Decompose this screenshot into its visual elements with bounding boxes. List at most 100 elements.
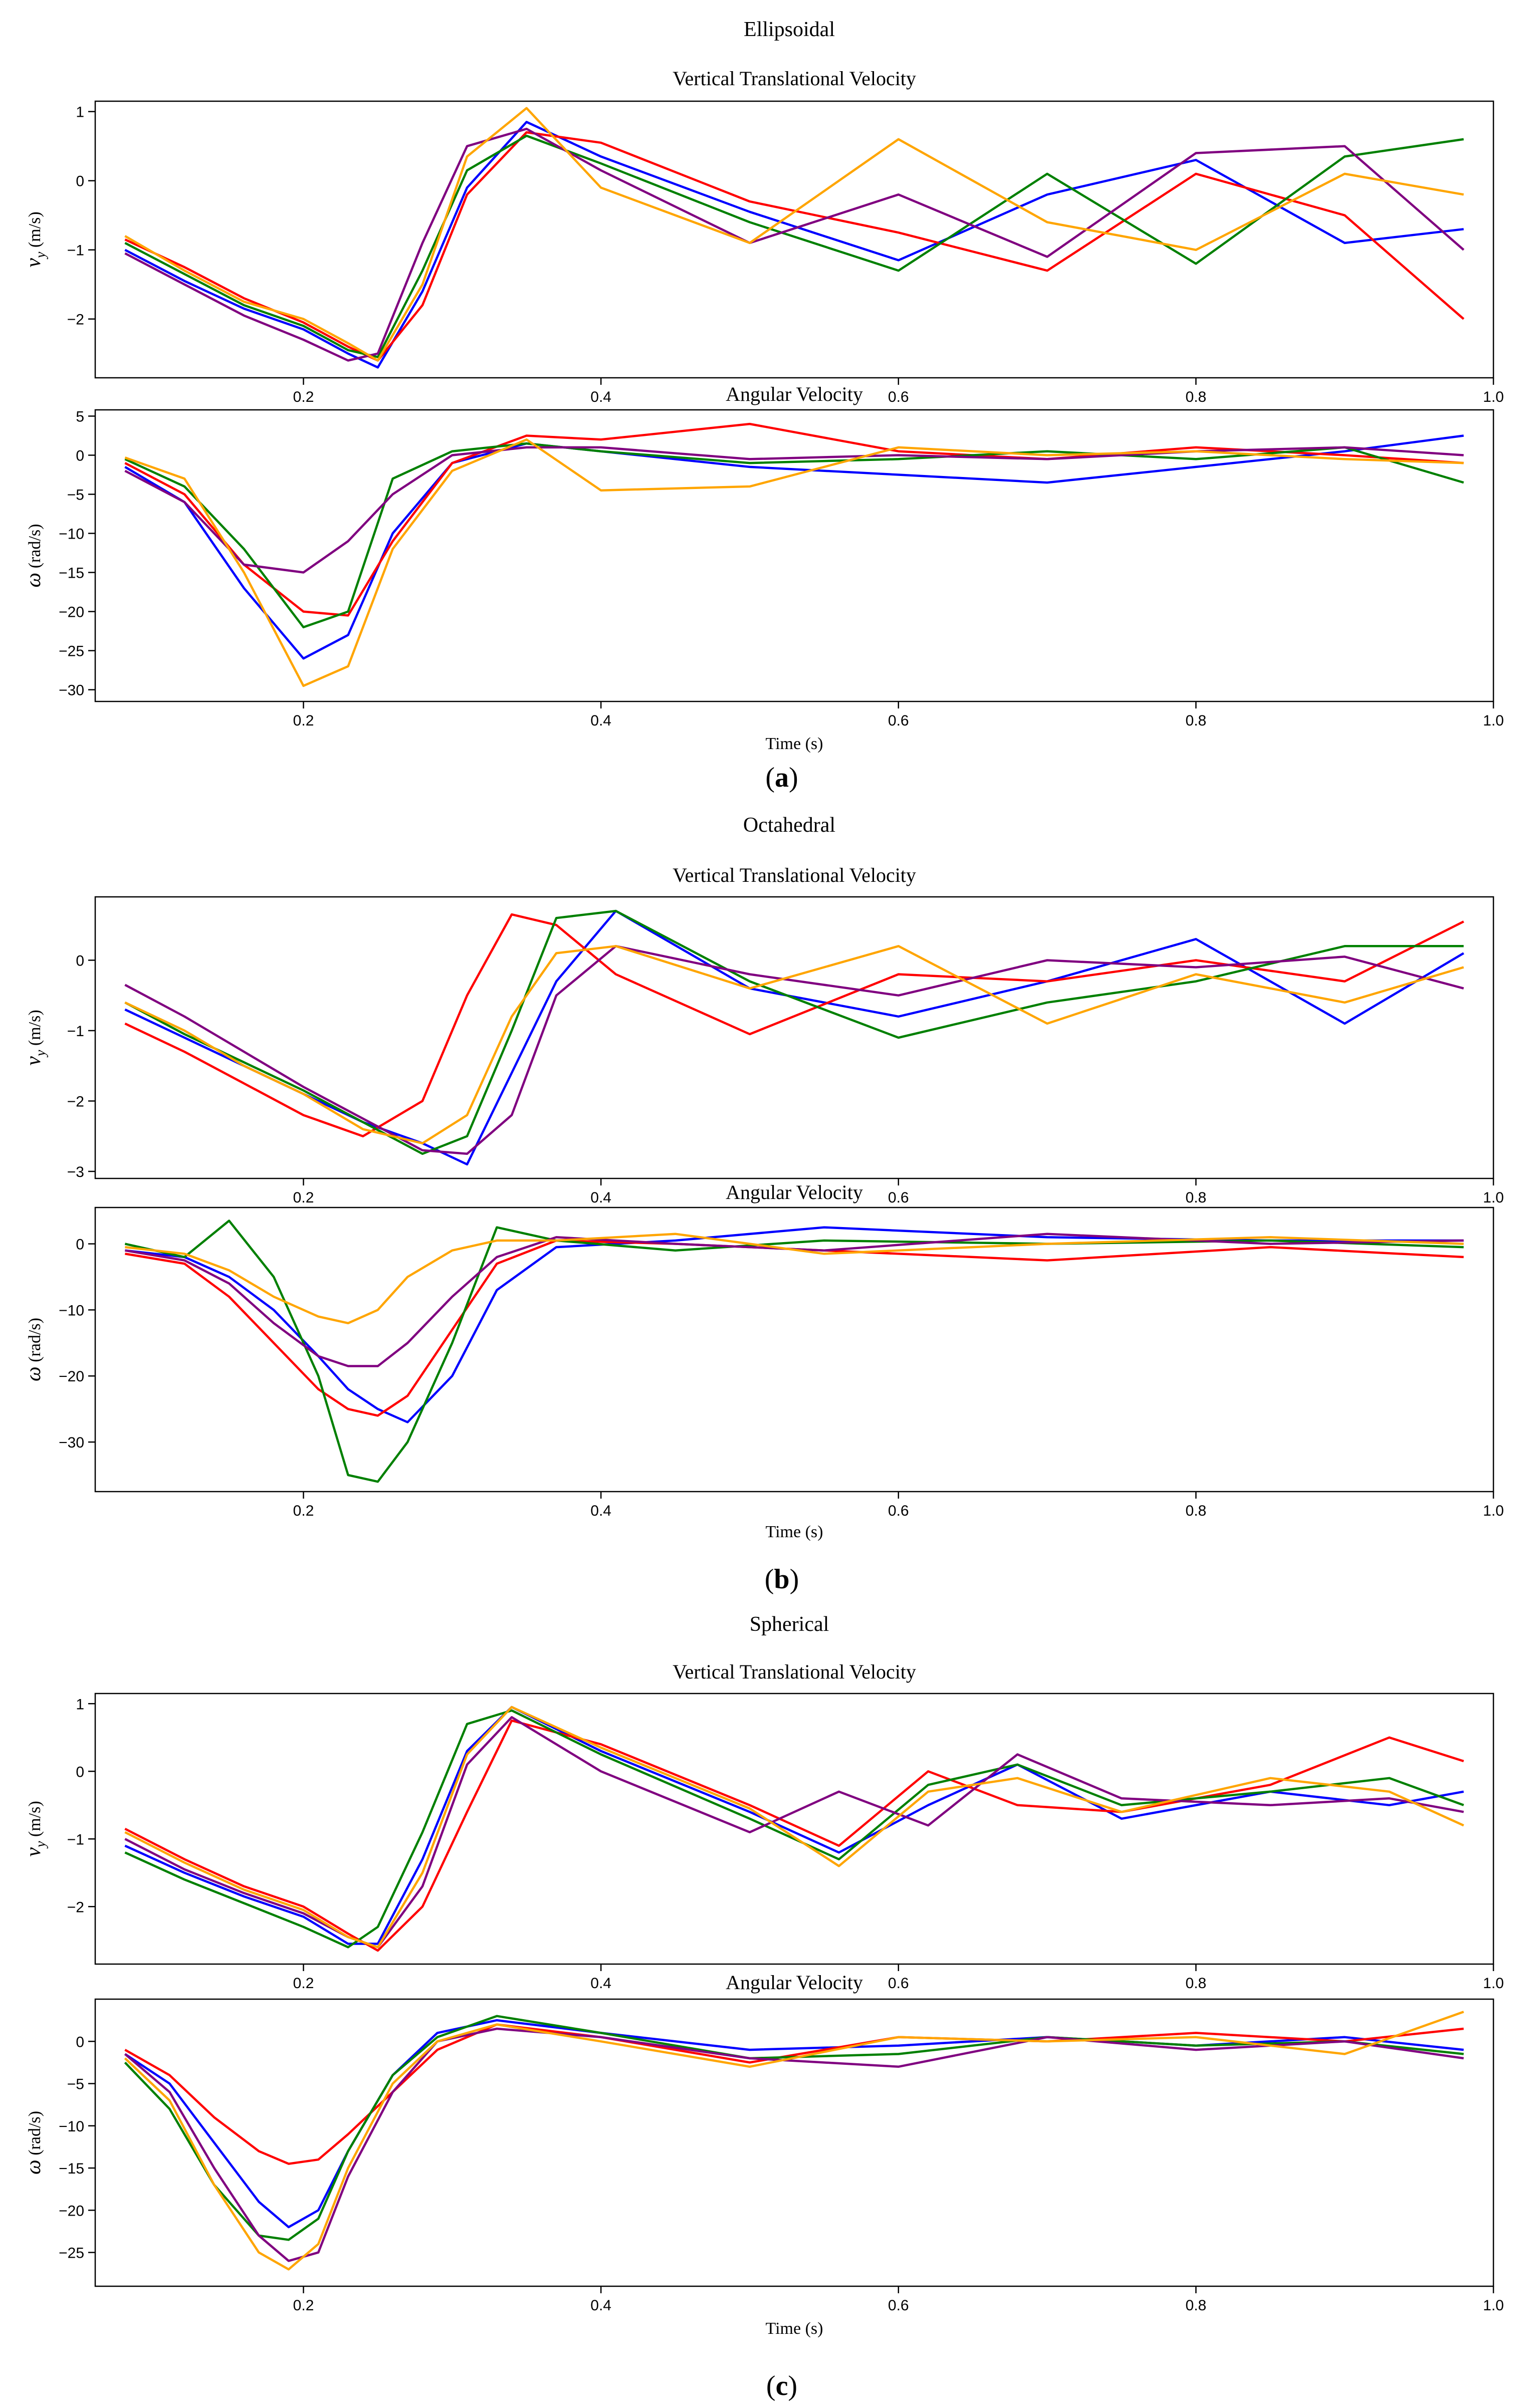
- chart-c-vy-line-green: [124, 1709, 1464, 1949]
- chart-a-omega-xtick-label: 0.2: [293, 712, 314, 729]
- chart-b-vy-frame: [94, 896, 1494, 1179]
- chart-b-vy-line-orange: [124, 945, 1464, 1145]
- chart-c-omega-ylabel: ω (rad/s): [22, 2111, 45, 2175]
- chart-c-vy-ytick-label: 1: [76, 1696, 84, 1713]
- chart-a-vy-xtick-label: 0.2: [293, 389, 314, 405]
- chart-c-vy-xtick-label: 1.0: [1483, 1975, 1504, 1992]
- chart-a-vy-frame: [94, 100, 1494, 379]
- chart-c-vy-xtick-label: 0.6: [888, 1975, 909, 1992]
- chart-a-vy-line-green: [124, 134, 1464, 358]
- chart-a-vy-line-purple: [124, 127, 1465, 362]
- chart-c-vy-ylabel: vy (m/s): [22, 1801, 49, 1856]
- chart-a-omega-frame: [94, 409, 1494, 702]
- chart-c-omega-series-group: [124, 2011, 1464, 2271]
- chart-c-vertical-velocity: Vertical Translational Velocity 0.2 0.4 0.6…: [22, 1660, 1504, 1992]
- chart-a-vertical-velocity: Vertical Translational Velocity 0.2 0.4 0.6…: [22, 67, 1504, 405]
- chart-b-omega-ytick-label: 0: [76, 1237, 84, 1253]
- chart-b-omega-xlabel: Time (s): [766, 1523, 823, 1541]
- panel-a-title: Ellipsoidal: [744, 18, 835, 41]
- chart-a-omega-ytick-label: −25: [59, 643, 84, 660]
- chart-c-omega-xtick-label: 0.6: [888, 2297, 909, 2314]
- chart-a-omega-line-green: [124, 442, 1464, 629]
- chart-b-vy-ylabel: vy (m/s): [22, 1010, 49, 1065]
- chart-b-angular-velocity: Angular Velocity 0.2 0.4 0.6 0.8 1.0 0 −10 −20 −3…: [22, 1181, 1504, 1541]
- chart-a-angular-velocity: Angular Velocity 0.2 0.4 0.6 0.8 1.0 5 0 −5 −10 −1…: [22, 383, 1504, 753]
- chart-c-vy-line-blue: [124, 1706, 1464, 1945]
- chart-c-omega-ytick-label: −25: [59, 2245, 84, 2262]
- chart-a-omega-series-group: [124, 422, 1464, 687]
- chart-b-vy-series-group: [124, 909, 1464, 1166]
- chart-a-omega-ytick-label: 0: [76, 447, 84, 464]
- panel-b-caption: (b): [765, 1564, 799, 1595]
- chart-a-omega-line-orange: [124, 438, 1464, 687]
- chart-a-vy-ytick-label: 1: [76, 104, 84, 121]
- chart-a-vy-xtick-label: 0.6: [888, 389, 909, 405]
- chart-c-vy-xtick-label: 0.2: [293, 1975, 314, 1992]
- chart-a-omega-ytick-label: −20: [59, 604, 84, 621]
- chart-a-omega-ytick-label: −5: [67, 487, 84, 504]
- chart-b-vy-xtick-label: 0.6: [888, 1189, 909, 1206]
- chart-a-omega-xtick-label: 1.0: [1483, 712, 1504, 729]
- chart-b-vy-line-green: [124, 909, 1464, 1155]
- chart-c-vy-ytick-label: −2: [67, 1899, 84, 1915]
- chart-a-omega-ytick-label: 5: [76, 408, 84, 425]
- chart-b-omega-line-purple: [125, 1233, 1464, 1367]
- chart-b-vy-ytick-label: −1: [67, 1023, 84, 1040]
- chart-a-omega-xlabel: Time (s): [766, 735, 823, 753]
- chart-a-vy-series-group: [124, 107, 1465, 369]
- chart-b-omega-line-orange: [125, 1233, 1464, 1325]
- chart-b-vy-xtick-label: 0.8: [1186, 1189, 1207, 1206]
- chart-b-vy-ytick-label: −2: [67, 1093, 84, 1110]
- chart-a-vy-line-orange: [124, 107, 1464, 362]
- chart-c-angular-velocity: Angular Velocity 0.2 0.4 0.6 0.8 1.0 0 −5 −10 −15…: [22, 1971, 1504, 2338]
- chart-c-omega-line-orange: [124, 2011, 1464, 2271]
- chart-a-omega-ytick-label: −15: [59, 565, 84, 582]
- chart-c-omega-title: Angular Velocity: [726, 1971, 863, 1994]
- chart-b-omega-xtick-label: 0.6: [888, 1503, 909, 1519]
- chart-b-omega-ytick-label: −20: [59, 1368, 84, 1385]
- chart-b-omega-frame: [94, 1207, 1494, 1493]
- chart-a-omega-title: Angular Velocity: [726, 383, 863, 405]
- chart-a-omega-xtick-label: 0.6: [888, 712, 909, 729]
- chart-b-vertical-velocity: Vertical Translational Velocity 0.2 0.4 0.6…: [22, 864, 1504, 1206]
- chart-b-vy-title: Vertical Translational Velocity: [673, 864, 916, 886]
- chart-c-omega-xtick-label: 0.8: [1186, 2297, 1207, 2314]
- chart-c-vy-ytick-label: −1: [67, 1831, 84, 1848]
- panel-c-caption: (c): [766, 2370, 797, 2401]
- chart-a-vy-line-blue: [124, 121, 1464, 369]
- chart-b-vy-ytick-label: −3: [67, 1164, 84, 1180]
- chart-b-omega-series-group: [124, 1220, 1464, 1483]
- chart-b-vy-line-red: [124, 913, 1464, 1137]
- chart-a-vy-xtick-label: 0.4: [590, 389, 611, 405]
- chart-c-omega-ytick-label: −10: [59, 2118, 84, 2135]
- chart-c-vy-xtick-label: 0.8: [1186, 1975, 1207, 1992]
- chart-c-vy-xtick-label: 0.4: [590, 1975, 611, 1992]
- chart-a-vy-xtick-label: 1.0: [1483, 389, 1504, 405]
- chart-a-vy-ytick-label: −1: [67, 243, 84, 259]
- chart-c-vy-line-orange: [124, 1706, 1464, 1949]
- chart-b-vy-xtick-label: 0.2: [293, 1189, 314, 1206]
- panel-b-title: Octahedral: [743, 814, 835, 837]
- chart-a-vy-ytick-label: 0: [76, 173, 84, 190]
- chart-a-omega-xtick-label: 0.4: [590, 712, 611, 729]
- chart-b-vy-xtick-label: 1.0: [1483, 1189, 1504, 1206]
- panel-c-title: Spherical: [750, 1613, 829, 1636]
- chart-c-vy-series-group: [124, 1706, 1464, 1952]
- chart-c-omega-line-red: [124, 2023, 1464, 2165]
- chart-c-omega-ytick-label: −5: [67, 2076, 84, 2093]
- chart-b-omega-ytick-label: −30: [59, 1434, 84, 1451]
- chart-b-omega-xtick-label: 0.2: [293, 1503, 314, 1519]
- chart-b-omega-xtick-label: 0.8: [1186, 1503, 1207, 1519]
- chart-a-omega-ylabel: ω (rad/s): [22, 524, 45, 588]
- chart-b-vy-ytick-label: 0: [76, 952, 84, 969]
- chart-c-omega-frame: [94, 1998, 1494, 2287]
- chart-b-omega-line-red: [125, 1239, 1464, 1417]
- chart-b-vy-xtick-label: 0.4: [590, 1189, 611, 1206]
- chart-b-omega-xtick-label: 1.0: [1483, 1503, 1504, 1519]
- chart-a-vy-xtick-label: 0.8: [1186, 389, 1207, 405]
- chart-c-omega-ytick-label: −20: [59, 2203, 84, 2219]
- chart-c-omega-xtick-label: 0.2: [293, 2297, 314, 2314]
- chart-c-vy-ytick-label: 0: [76, 1764, 84, 1780]
